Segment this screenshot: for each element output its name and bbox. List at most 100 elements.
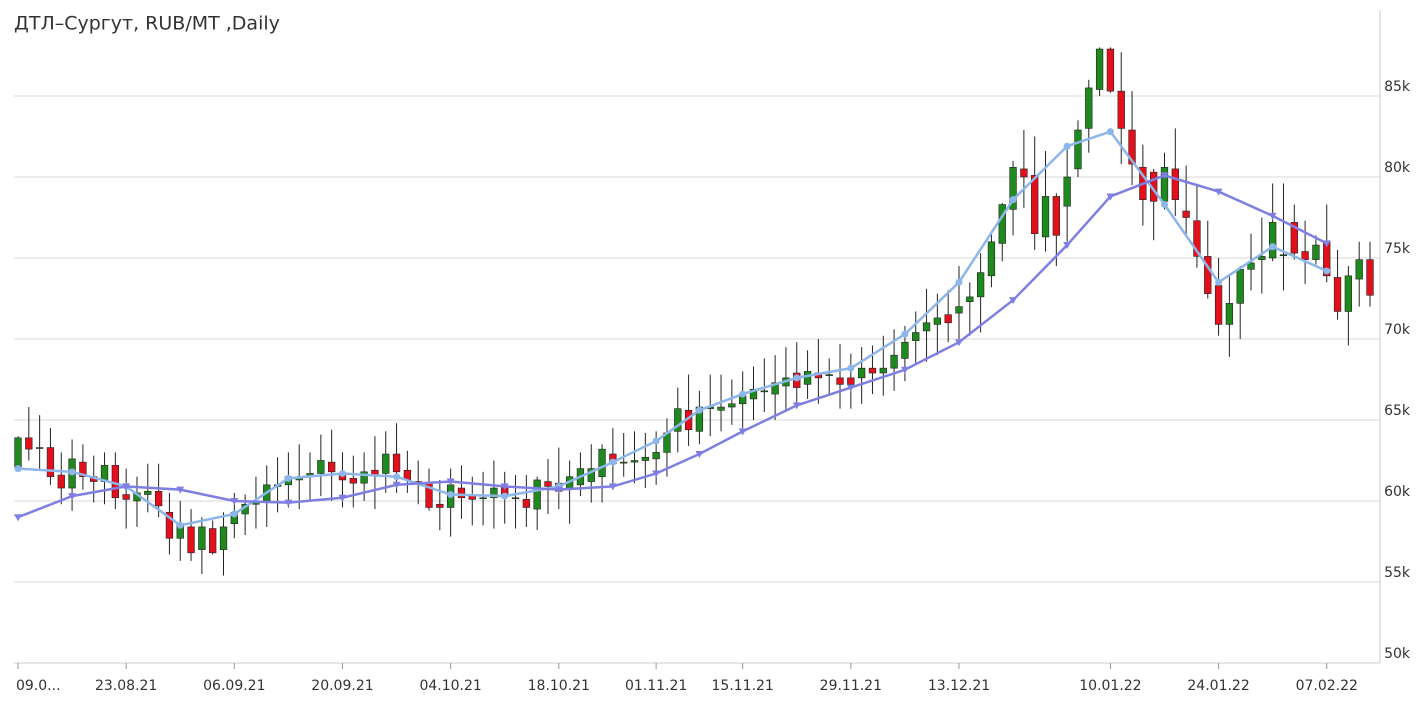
candle-body [803, 371, 812, 385]
candle-body [717, 406, 725, 411]
candle-body [14, 437, 22, 468]
y-tick-label: 65k [1384, 403, 1411, 419]
ma-marker [1009, 297, 1018, 305]
candle-body [349, 478, 357, 484]
candle-body [392, 453, 401, 473]
candle-body [1355, 259, 1363, 280]
x-tick-label: 20.09.21 [311, 678, 373, 694]
candle-body [1247, 262, 1255, 270]
candle-body [1095, 48, 1104, 90]
ma-marker [1106, 193, 1115, 201]
candle-body [479, 497, 487, 500]
candle-body [1366, 259, 1374, 296]
candle-body [1063, 176, 1071, 207]
candle-body [1106, 48, 1115, 92]
candle-body [57, 474, 65, 489]
candle-body [1258, 256, 1266, 260]
ma-line [17, 174, 1328, 519]
candle-body [912, 332, 920, 341]
candle-body [1214, 285, 1223, 325]
candle-body [511, 497, 520, 500]
candle-body [1117, 90, 1125, 129]
ma-marker [1268, 212, 1277, 220]
ma-marker [176, 486, 185, 494]
ma-marker [793, 374, 801, 382]
ma-marker [230, 498, 239, 505]
candle-body [490, 487, 498, 499]
candle-body [328, 461, 336, 473]
ma-marker [954, 339, 963, 347]
candle-body [317, 460, 325, 474]
ma-marker [847, 364, 855, 372]
x-tick-label: 10.01.22 [1079, 678, 1141, 694]
candle-body [1041, 196, 1050, 238]
candle-body [987, 241, 996, 277]
candle-body [46, 447, 55, 478]
candle-body [976, 272, 985, 298]
ma-marker [652, 437, 660, 445]
ma-marker [955, 278, 963, 286]
candle-body [1344, 275, 1353, 312]
y-tick-label: 55k [1384, 565, 1411, 581]
ma-marker [1063, 142, 1071, 150]
candle-body [641, 456, 649, 461]
candle-body [1290, 222, 1298, 254]
candle-body [1236, 269, 1244, 304]
candle-body [1031, 175, 1039, 235]
ma-marker [68, 468, 76, 476]
candle-body [187, 526, 195, 554]
x-tick-label: 01.11.21 [625, 678, 687, 694]
ma-marker [1009, 196, 1017, 204]
x-tick-label: 13.12.21 [928, 678, 990, 694]
candle-body [198, 526, 206, 550]
candle-body [1333, 277, 1342, 312]
candle-body [1182, 210, 1190, 218]
ma-marker [1214, 188, 1223, 196]
ma-marker [176, 521, 184, 529]
candle-body [760, 390, 768, 393]
ma-marker [446, 478, 455, 486]
ma-marker [14, 465, 22, 473]
y-tick-label: 80k [1384, 160, 1411, 176]
ma-marker [1106, 128, 1114, 136]
candle-body [1074, 129, 1082, 170]
ma-marker [284, 499, 293, 507]
ma-marker [501, 492, 509, 500]
candle-body [154, 490, 163, 507]
candle-body [1204, 256, 1212, 294]
x-tick-label: 06.09.21 [203, 678, 265, 694]
ma-marker [500, 483, 509, 491]
y-tick-label: 75k [1384, 241, 1411, 257]
candle-body [955, 306, 963, 314]
candle-body [966, 296, 974, 303]
candle-body [382, 453, 390, 474]
candle-body [165, 512, 174, 539]
candle-body [1279, 254, 1288, 257]
ma-marker [392, 481, 401, 489]
candle-body [836, 377, 844, 385]
ma-marker [1269, 243, 1277, 251]
candle-body [209, 528, 217, 554]
candle-body [598, 448, 606, 478]
candle-body [1171, 168, 1179, 200]
ma-marker [792, 402, 801, 410]
candle-body [630, 460, 639, 463]
chart-title: ДТЛ–Сургут, RUB/MT ,Daily [14, 13, 280, 35]
candle-body [219, 526, 228, 550]
candle-body [933, 317, 942, 325]
ma-marker [1323, 267, 1331, 275]
candle-body [652, 452, 660, 460]
candle-body [79, 461, 87, 477]
candle-body [1052, 196, 1060, 236]
candle-body [868, 367, 877, 374]
candle-body [674, 408, 682, 432]
candle-body [857, 367, 866, 379]
ma-marker [900, 366, 909, 374]
x-tick-label: 04.10.21 [419, 678, 481, 694]
candle-body [879, 367, 887, 374]
x-tick-label: 07.02.22 [1296, 678, 1358, 694]
x-tick-label: 23.08.21 [95, 678, 157, 694]
ma-marker [284, 474, 292, 482]
candle-body [1225, 303, 1234, 325]
candle-body [1085, 87, 1093, 129]
